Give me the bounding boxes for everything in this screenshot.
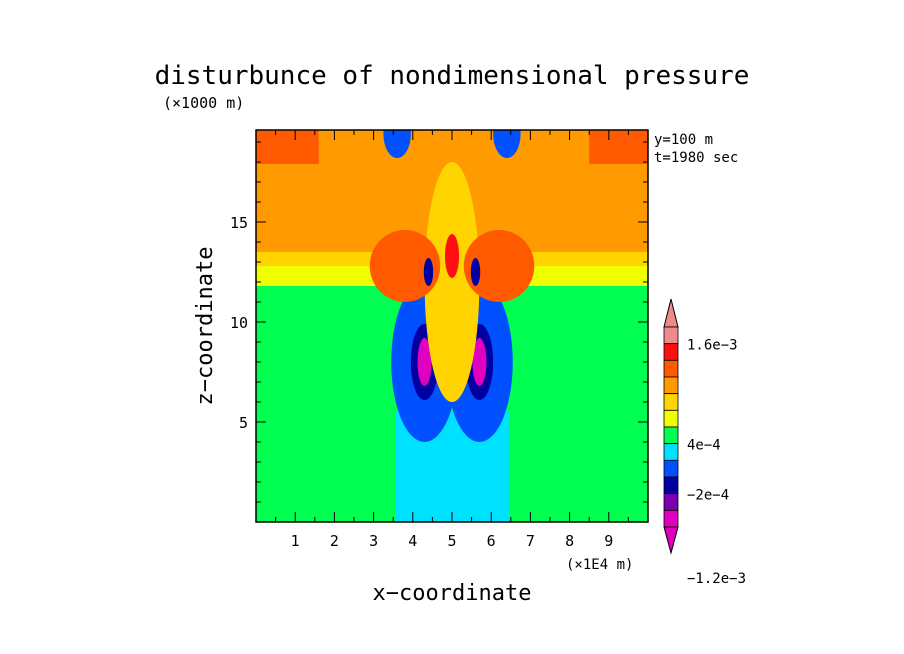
colorbar-band [663, 476, 679, 495]
colorbar-band [663, 443, 679, 461]
contour-plot-area [256, 130, 648, 522]
colorbar-label: 4e−4 [687, 438, 721, 454]
colorbar-label: −1.2e−3 [687, 571, 746, 587]
colorbar-band [663, 343, 679, 361]
colorbar-band [663, 426, 679, 445]
colorbar: 1.6e−3 4e−4 −2e−4 −1.2e−3 [663, 298, 746, 587]
contour-lobe [369, 230, 441, 302]
colorbar-band [663, 359, 679, 378]
y-tick-label: 5 [239, 414, 248, 432]
x-tick-label: 4 [408, 532, 417, 550]
contour-lobe [424, 162, 480, 402]
colorbar-band [663, 376, 679, 395]
contour-region [256, 130, 319, 164]
x-axis-label: x−coordinate [373, 581, 532, 606]
contour-lobe [472, 338, 487, 386]
colorbar-band [663, 493, 679, 511]
colorbar-band [663, 393, 679, 411]
contour-region [589, 130, 648, 164]
contour-lobe [417, 338, 432, 386]
colorbar-min-arrow [663, 526, 679, 555]
x-tick-label: 5 [447, 532, 456, 550]
x-unit-label: (×1E4 m) [566, 557, 633, 573]
colorbar-label: −2e−4 [687, 488, 729, 504]
contour-lobe [463, 230, 535, 302]
contour-lobe [423, 258, 434, 286]
colorbar-max-arrow [663, 298, 679, 328]
contour-lobe [444, 234, 460, 278]
x-tick-label: 3 [369, 532, 378, 550]
x-tick-label: 8 [565, 532, 574, 550]
x-tick-label: 9 [604, 532, 613, 550]
contour-lobe [493, 130, 521, 158]
x-tick-label: 6 [487, 532, 496, 550]
colorbar-band [663, 459, 679, 478]
info-y: y=100 m [654, 132, 713, 148]
x-tick-label: 7 [526, 532, 535, 550]
colorbar-label: 1.6e−3 [687, 338, 738, 354]
y-tick-label: 10 [230, 314, 248, 332]
z-unit-label: (×1000 m) [163, 94, 244, 112]
axis-ticks: 1 2 3 4 5 6 7 8 9 5 10 15 [230, 130, 649, 550]
colorbar-band [663, 326, 679, 345]
colorbar-band [663, 409, 679, 428]
x-tick-label: 1 [291, 532, 300, 550]
chart-title: disturbunce of nondimensional pressure [155, 61, 750, 91]
y-tick-label: 15 [230, 214, 248, 232]
y-axis-label: z−coordinate [193, 247, 218, 406]
contour-lobe [383, 130, 411, 158]
info-t: t=1980 sec [654, 150, 738, 166]
contour-lobe [470, 258, 481, 286]
x-tick-label: 2 [330, 532, 339, 550]
colorbar-band [663, 509, 679, 528]
